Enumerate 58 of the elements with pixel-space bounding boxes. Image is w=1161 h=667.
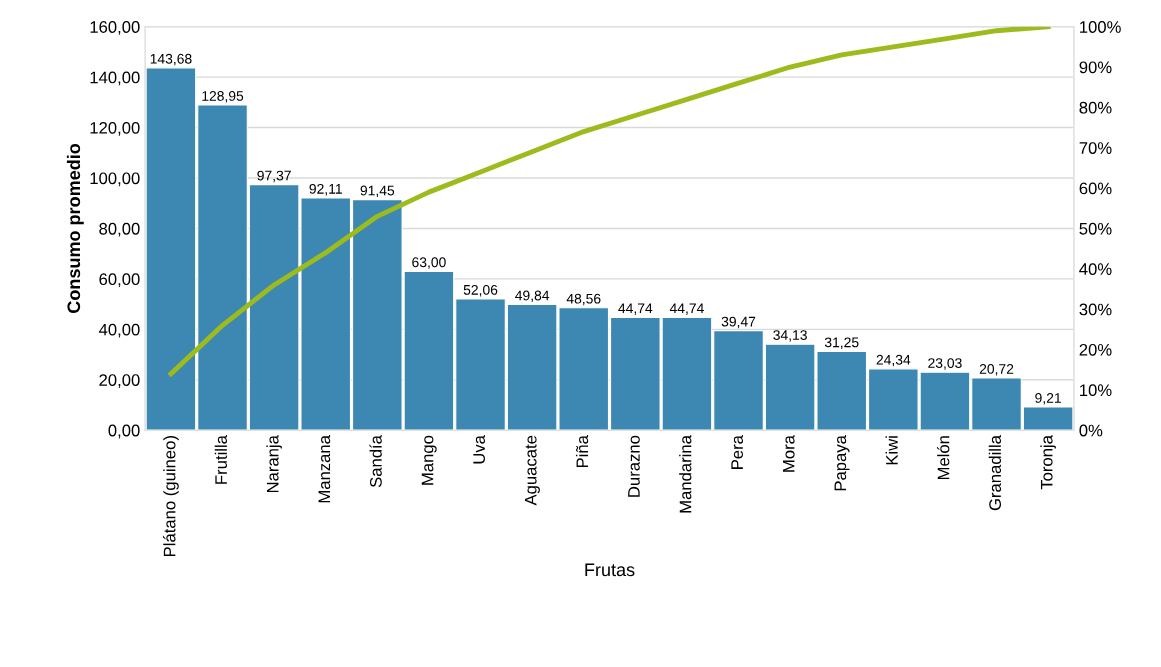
data-label: 44,74 [618, 303, 653, 315]
y2-tick-label: 70% [1079, 142, 1112, 154]
y2-tick-label: 10% [1080, 384, 1112, 397]
y-tick-label: 0,00 [108, 424, 140, 439]
data-label: 44,74 [669, 303, 704, 315]
y2-tick-label: 60% [1079, 182, 1112, 195]
data-label: 49,84 [515, 290, 550, 303]
y-tick-label: 160,00 [90, 21, 140, 35]
y2-tick-label: 20% [1079, 343, 1112, 356]
x-tick-label: Kiwi [885, 436, 898, 465]
y-axis-title: Consumo promedio [66, 143, 84, 313]
data-label: 52,06 [463, 284, 498, 297]
y-tick-label: 140,00 [90, 71, 140, 86]
y-tick-label: 120,00 [90, 121, 140, 136]
x-tick-label: Plátano (guineo) [163, 436, 179, 557]
y2-tick-label: 100% [1080, 21, 1121, 33]
data-label: 92,11 [309, 183, 342, 196]
x-tick-label: Mora [782, 435, 795, 472]
data-label: 23,03 [928, 358, 962, 370]
x-tick-label: Frutilla [214, 435, 227, 484]
y2-tick-label: 40% [1079, 263, 1112, 275]
data-label: 34,13 [773, 330, 807, 342]
y-tick-label: 60,00 [99, 273, 140, 288]
x-tick-label: Manzana [318, 435, 331, 503]
x-tick-label: Mango [421, 435, 437, 485]
data-label: 91,45 [360, 185, 395, 198]
data-label: 39,47 [721, 316, 756, 329]
data-label: 31,25 [824, 337, 859, 349]
y-tick-label: 20,00 [99, 374, 140, 388]
data-label: 63,00 [412, 257, 446, 269]
data-label: 20,72 [979, 363, 1014, 376]
data-label: 128,95 [202, 91, 244, 103]
y-tick-label: 40,00 [98, 323, 140, 338]
x-tick-label: Toronja [1040, 435, 1056, 490]
data-label: 24,34 [876, 354, 911, 367]
x-tick-label: Piña [575, 435, 589, 468]
data-label: 143,68 [150, 53, 192, 66]
y-tick-label: 100,00 [90, 172, 140, 187]
y2-tick-label: 90% [1079, 61, 1112, 74]
x-tick-label: Pera [731, 435, 743, 469]
x-tick-label: Sandía [369, 435, 382, 488]
x-axis-title: Frutas [585, 563, 635, 577]
x-tick-label: Mandarina [679, 435, 692, 513]
data-label: 48,56 [566, 293, 601, 306]
x-tick-label: Uva [473, 435, 485, 464]
x-tick-label: Melón [936, 436, 950, 480]
data-label: 97,37 [257, 170, 291, 183]
y2-tick-label: 30% [1079, 303, 1112, 316]
y-tick-label: 80,00 [99, 222, 140, 237]
y2-tick-label: 0% [1079, 424, 1103, 437]
x-tick-label: Durazno [628, 435, 640, 497]
x-tick-label: Naranja [266, 435, 282, 493]
y2-tick-label: 50% [1079, 222, 1112, 235]
x-tick-label: Granadilla [988, 435, 1001, 511]
x-tick-label: Aguacate [524, 435, 540, 506]
y2-tick-label: 80% [1079, 101, 1112, 114]
data-label: 9,21 [1035, 393, 1061, 405]
x-tick-label: Papaya [834, 435, 850, 491]
